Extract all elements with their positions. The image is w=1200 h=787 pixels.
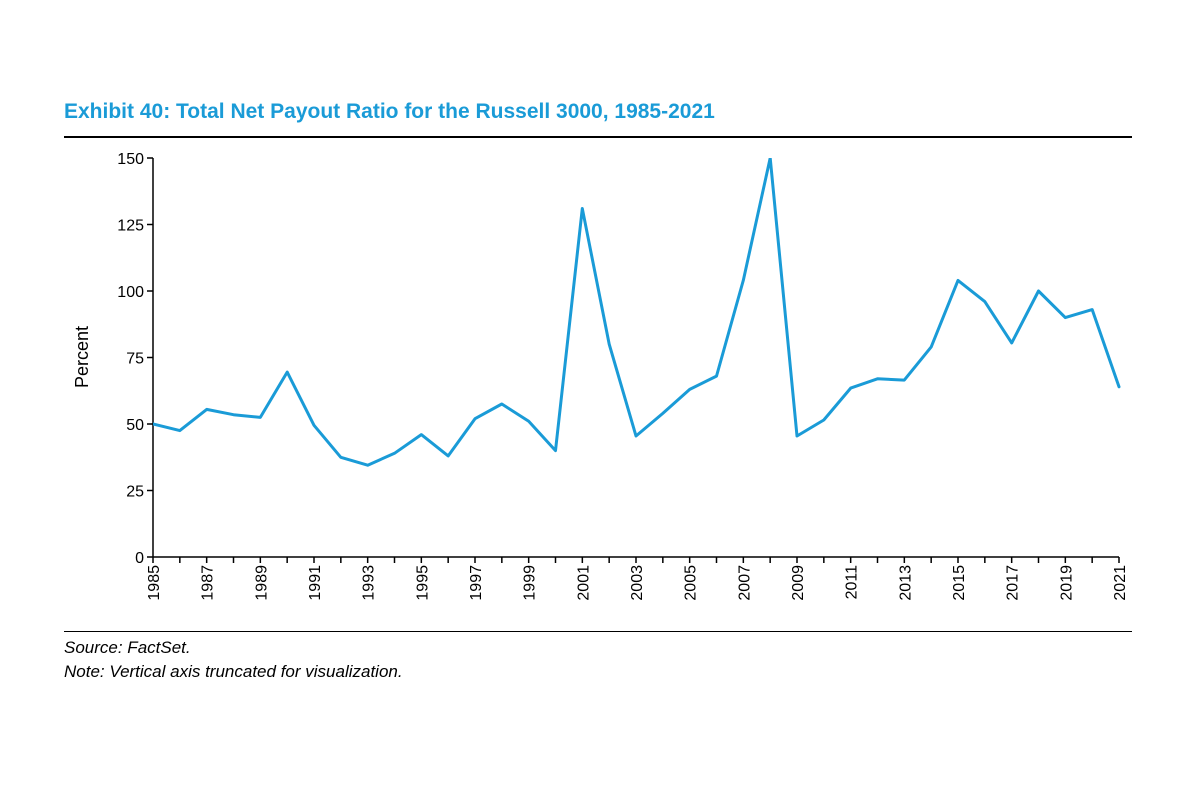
x-tick-label: 2007: [736, 565, 753, 601]
y-tick-label: 100: [117, 284, 144, 301]
y-tick-label: 50: [126, 417, 144, 434]
x-tick-label: 2015: [951, 565, 968, 601]
series-group: [153, 158, 1121, 467]
x-tick-label: 1993: [361, 565, 378, 601]
x-tick-label: 2021: [1112, 565, 1129, 601]
axis-note: Note: Vertical axis truncated for visual…: [64, 662, 403, 681]
y-tick-label: 125: [117, 218, 144, 235]
source-note: Source: FactSet.: [64, 638, 191, 657]
footer-divider: [64, 631, 1132, 632]
chart-title: Exhibit 40: Total Net Payout Ratio for t…: [64, 100, 715, 123]
x-tick-label: 1999: [522, 565, 539, 601]
y-axis-title: Percent: [72, 326, 92, 388]
series-line: [153, 158, 1121, 467]
x-tick-label: 2011: [844, 565, 861, 600]
y-tick-label: 75: [126, 351, 144, 368]
y-tick-label: 25: [126, 484, 144, 501]
x-tick-label: 2001: [575, 565, 592, 601]
x-tick-label: 2005: [683, 565, 700, 601]
y-axis: 0 25 50 75 100 125 150: [117, 151, 154, 567]
x-tick-label: 2003: [629, 565, 646, 601]
x-tick-label: 2019: [1058, 565, 1075, 601]
x-tick-label: 1985: [146, 565, 163, 601]
x-tick-label: 1991: [307, 565, 324, 601]
x-tick-label: 2013: [897, 565, 914, 601]
x-tick-label: 1997: [468, 565, 485, 601]
x-tick-label: 1995: [414, 565, 431, 601]
x-axis: 1985 1987 1989 1991 1993 1995 1997 1999 2001 2003…: [146, 556, 1129, 601]
x-tick-label: 2009: [790, 565, 807, 601]
y-tick-label: 0: [135, 550, 144, 567]
x-tick-label: 2017: [1005, 565, 1022, 601]
x-tick-label: 1987: [200, 565, 217, 601]
x-tick-label: 1989: [253, 565, 270, 601]
title-divider: [64, 136, 1132, 138]
y-tick-label: 150: [117, 151, 144, 168]
